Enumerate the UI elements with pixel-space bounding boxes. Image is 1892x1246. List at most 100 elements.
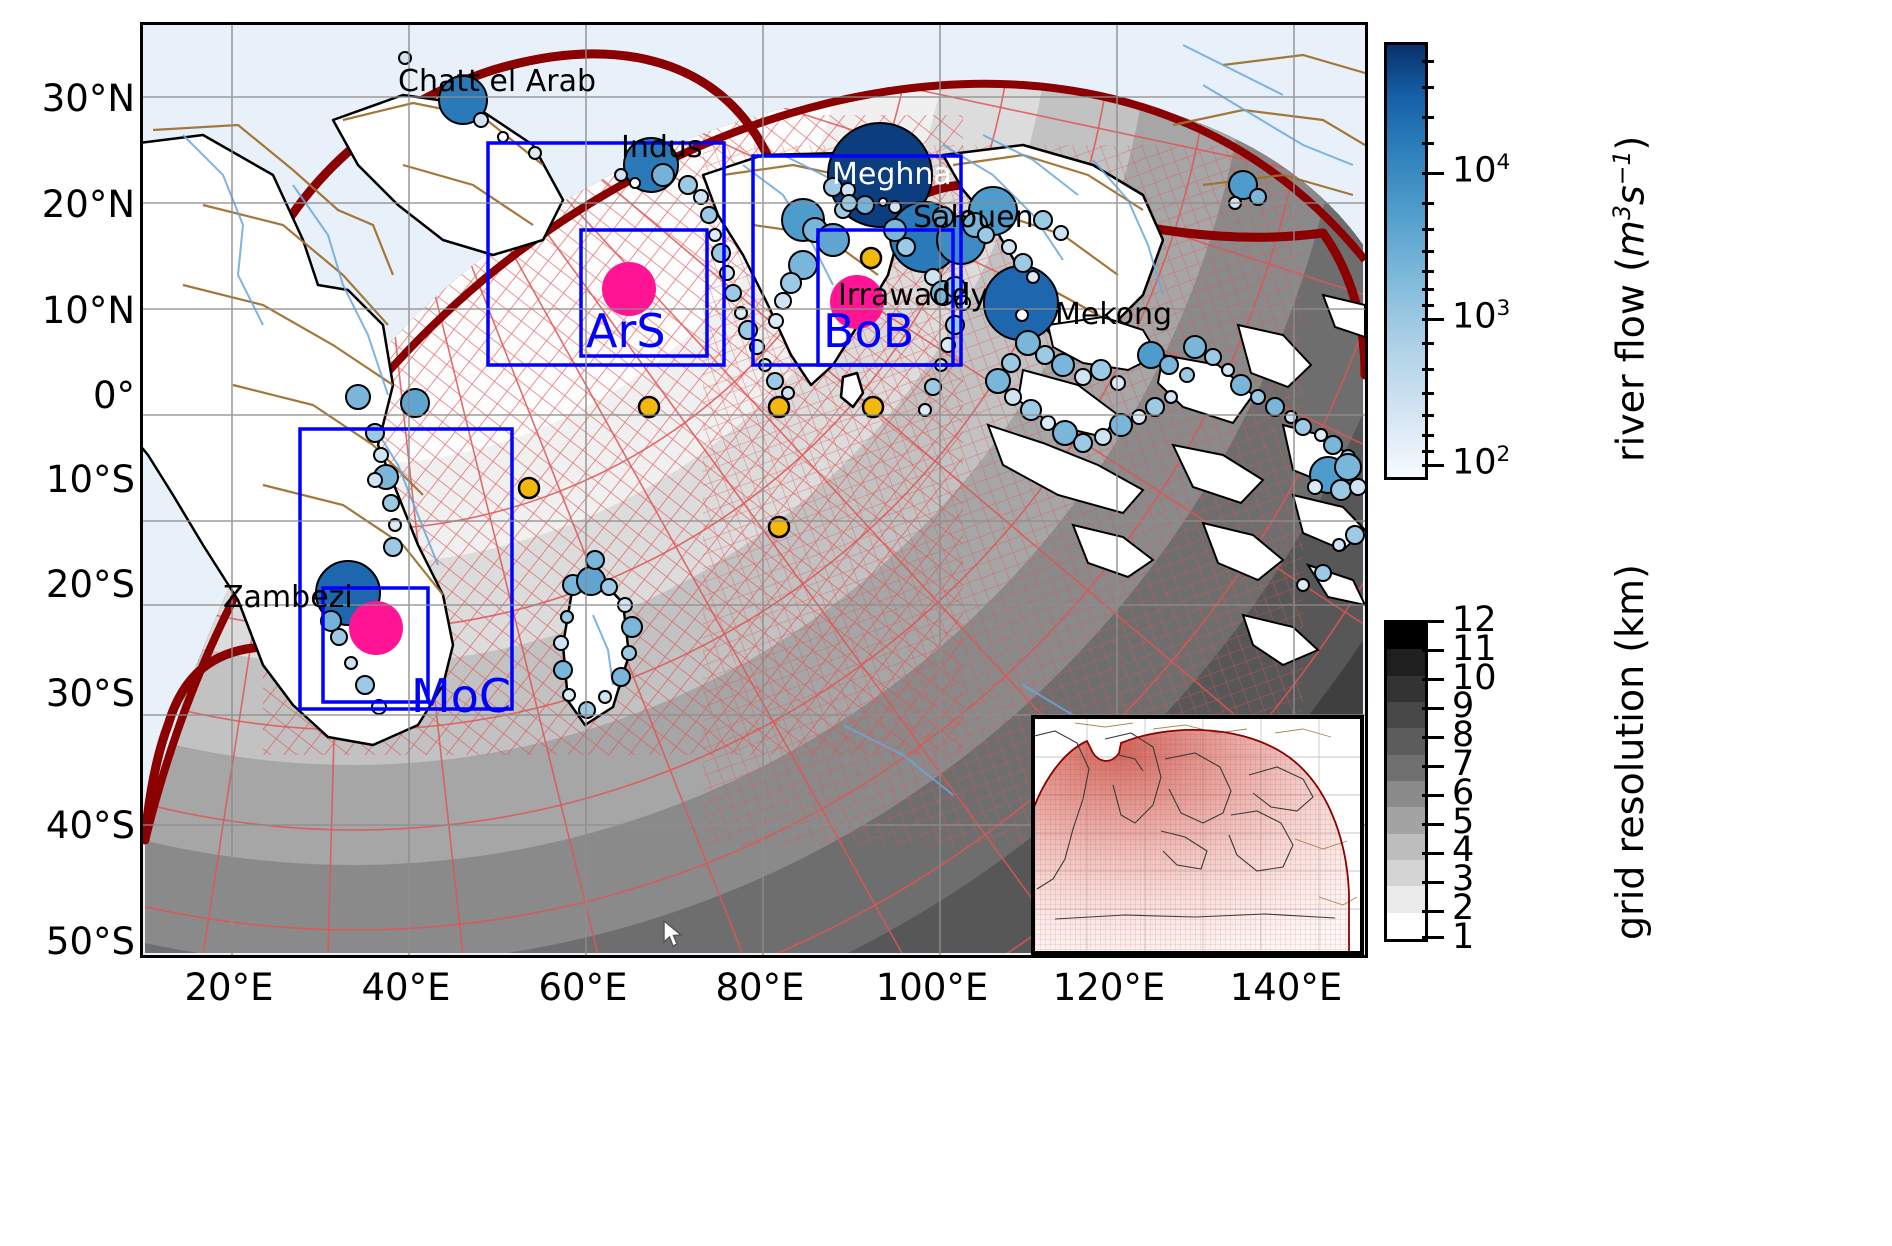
cb-res-label-10: 10 <box>1452 657 1497 698</box>
main-map-axes[interactable]: Chatt el Arab Indus Meghna Salouen Irraw… <box>140 22 1368 958</box>
x-tick-140E: 140°E <box>1229 966 1343 1009</box>
colorbar-segment <box>1387 912 1425 939</box>
cb-major-tick <box>1422 707 1444 710</box>
cb-major-tick <box>1422 936 1444 939</box>
cb-res-label-7: 7 <box>1452 744 1475 784</box>
cb-res-label-5: 5 <box>1452 801 1475 842</box>
y-tick-0: 0° <box>92 374 135 417</box>
mouse-cursor-icon <box>663 920 683 947</box>
x-tick-20E: 20°E <box>184 966 274 1009</box>
cb-minor-tick <box>1422 60 1434 63</box>
cb-minor-tick <box>1422 368 1434 371</box>
cb-minor-tick <box>1422 434 1434 437</box>
inset-global-map[interactable] <box>1031 715 1364 955</box>
cb-minor-tick <box>1422 202 1434 205</box>
cb-flow-label-1e4: 104 <box>1452 150 1511 191</box>
mooring-point <box>861 395 885 419</box>
river-label-irrawaddy: Irrawaddy <box>838 278 989 313</box>
inner-subdomain-boxes <box>321 228 955 704</box>
cb-minor-tick <box>1422 250 1434 253</box>
colorbar-segment <box>1387 807 1425 834</box>
outer-box-mozambique <box>298 427 514 711</box>
x-tick-80E: 80°E <box>715 966 805 1009</box>
cb-minor-tick <box>1422 86 1434 89</box>
cb-major-tick <box>1422 620 1444 623</box>
river-point-mekong <box>983 265 1059 341</box>
y-tick-30N: 30°N <box>41 77 135 120</box>
river-label-indus: Indus <box>621 130 703 165</box>
cb-minor-tick <box>1422 392 1434 395</box>
colorbar-river-flow-title: river flow (m3s−1) <box>1608 135 1653 462</box>
y-tick-30S: 30°S <box>45 672 135 715</box>
x-tick-100E: 100°E <box>875 966 989 1009</box>
cb-major-tick <box>1422 649 1444 652</box>
colorbar-segment <box>1387 833 1425 860</box>
x-tick-60E: 60°E <box>538 966 628 1009</box>
colorbar-segment <box>1387 623 1425 650</box>
cb-major-tick <box>1422 318 1444 321</box>
inset-domain-boundary <box>1035 729 1350 951</box>
subdomain-markers <box>349 262 884 655</box>
colorbar-segment <box>1387 675 1425 702</box>
mooring-point <box>767 515 791 539</box>
y-tick-20S: 20°S <box>45 563 135 606</box>
outer-subdomain-boxes <box>298 141 963 711</box>
cb-res-label-4: 4 <box>1452 830 1475 871</box>
cb-major-tick <box>1422 736 1444 739</box>
cb-flow-label-1e2: 102 <box>1452 442 1511 483</box>
mooring-points <box>517 246 885 539</box>
cb-major-tick <box>1422 852 1444 855</box>
colorbar-segment <box>1387 886 1425 913</box>
subdomain-label-ArS: ArS <box>586 304 666 358</box>
colorbar-grid-resolution[interactable] <box>1384 620 1428 942</box>
colorbar-segment <box>1387 649 1425 676</box>
subdomain-label-MoC: MoC <box>411 669 511 723</box>
y-tick-50S: 50°S <box>45 920 135 963</box>
cb-res-label-12: 12 <box>1452 600 1497 640</box>
cb-minor-tick <box>1422 450 1434 453</box>
cb-minor-tick <box>1422 116 1434 119</box>
river-network <box>182 44 1354 796</box>
cb-minor-tick <box>1422 270 1434 273</box>
y-tick-20N: 20°N <box>41 183 135 226</box>
cb-major-tick <box>1422 464 1444 467</box>
cb-res-label-8: 8 <box>1452 715 1475 756</box>
cb-major-tick <box>1422 910 1444 913</box>
river-label-salouen: Salouen <box>913 200 1034 235</box>
cb-major-tick <box>1422 678 1444 681</box>
cb-major-tick <box>1422 794 1444 797</box>
colorbar-grid-resolution-title: grid resolution (km) <box>1608 564 1652 940</box>
cb-res-label-1: 1 <box>1452 916 1475 957</box>
river-label-mekong: Mekong <box>1055 297 1173 332</box>
cb-minor-tick <box>1422 142 1434 145</box>
cb-minor-tick <box>1422 414 1434 417</box>
country-borders <box>152 53 1365 596</box>
subdomain-box-ArS <box>579 228 709 358</box>
cb-res-label-2: 2 <box>1452 888 1475 928</box>
cb-major-tick <box>1422 765 1444 768</box>
y-tick-40S: 40°S <box>45 804 135 847</box>
river-point-chatt-el-arab <box>438 75 488 125</box>
cb-res-label-9: 9 <box>1452 686 1475 727</box>
cb-major-tick <box>1422 881 1444 884</box>
colorbar-segment <box>1387 780 1425 808</box>
colorbar-segment <box>1387 728 1425 755</box>
colorbar-segment <box>1387 859 1425 887</box>
mooring-point <box>767 395 791 419</box>
river-label-zambezi: Zambezi <box>223 580 353 615</box>
inset-canvas <box>1035 719 1360 951</box>
y-tick-10S: 10°S <box>45 458 135 501</box>
subdomain-marker-MoC <box>349 601 403 655</box>
colorbar-grid-resolution-ticks <box>1422 620 1446 939</box>
cb-res-label-6: 6 <box>1452 772 1475 813</box>
outer-box-arabian <box>486 141 726 367</box>
mooring-point <box>517 476 541 500</box>
colorbar-river-flow[interactable] <box>1384 42 1428 480</box>
cb-minor-tick <box>1422 228 1434 231</box>
x-tick-40E: 40°E <box>361 966 451 1009</box>
subdomain-box-MoC <box>321 586 430 704</box>
river-discharge-points <box>315 51 1365 719</box>
subdomain-marker-ArS <box>602 262 656 316</box>
colorbar-segment <box>1387 701 1425 729</box>
